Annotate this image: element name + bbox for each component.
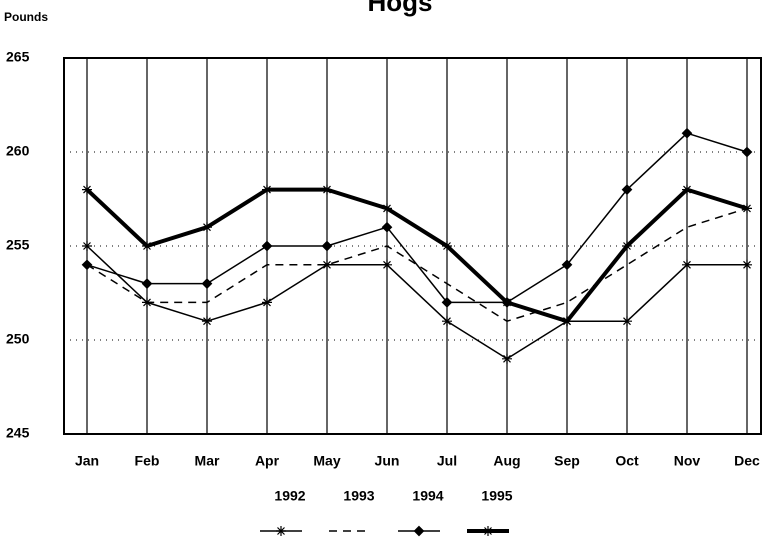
point-marker: [621, 184, 633, 195]
point-marker: [681, 127, 693, 139]
point-marker: [142, 241, 152, 251]
point-marker: [202, 222, 212, 233]
legend-label: 1994: [412, 488, 443, 504]
y-tick-label: 255: [6, 237, 30, 253]
point-marker: [141, 278, 153, 289]
point-marker: [82, 184, 92, 195]
point-marker: [502, 297, 512, 308]
point-marker: [682, 259, 692, 270]
x-tick-label: May: [313, 453, 340, 469]
x-tick-label: Dec: [734, 453, 760, 469]
point-marker: [382, 203, 392, 214]
point-marker: [442, 241, 452, 251]
point-marker: [502, 353, 512, 364]
point-marker: [441, 297, 453, 308]
point-marker: [381, 221, 393, 233]
x-tick-label: Oct: [615, 453, 639, 469]
x-tick-label: Aug: [493, 453, 520, 469]
y-axis-label: Pounds: [4, 10, 48, 24]
series-line: [86, 245, 747, 360]
y-tick-label: 260: [6, 143, 30, 159]
point-marker: [741, 146, 753, 158]
point-marker: [562, 316, 572, 327]
y-tick-label: 265: [6, 49, 30, 65]
series-line: [86, 132, 748, 304]
legend-label: 1992: [274, 488, 305, 504]
legend-marker: [276, 526, 286, 536]
legend-label: 1993: [343, 488, 374, 504]
legend-marker: [483, 526, 493, 536]
x-tick-label: Feb: [135, 453, 160, 469]
point-marker: [382, 259, 392, 270]
x-tick-label: Jan: [75, 453, 99, 469]
x-tick-label: Sep: [554, 453, 580, 469]
chart-title: Hogs: [368, 0, 433, 17]
point-marker: [622, 316, 632, 327]
point-marker: [682, 184, 692, 195]
legend-label: 1995: [481, 488, 512, 504]
point-marker: [561, 259, 573, 271]
point-marker: [261, 240, 273, 252]
point-marker: [202, 316, 212, 327]
y-tick-label: 250: [6, 331, 30, 347]
x-tick-label: Jul: [437, 453, 457, 469]
x-tick-label: Apr: [255, 453, 280, 469]
point-marker: [322, 184, 332, 195]
point-marker: [321, 240, 333, 252]
point-marker: [81, 259, 93, 271]
point-marker: [82, 241, 92, 251]
point-marker: [742, 259, 752, 270]
point-marker: [622, 241, 632, 251]
point-marker: [201, 278, 213, 289]
y-tick-label: 245: [6, 425, 30, 441]
x-tick-label: Jun: [375, 453, 400, 469]
series-line: [85, 187, 748, 324]
point-marker: [442, 316, 452, 327]
point-marker: [262, 184, 272, 195]
point-marker: [322, 259, 332, 270]
point-marker: [262, 297, 272, 308]
x-tick-label: Mar: [195, 453, 220, 469]
x-tick-label: Nov: [674, 453, 701, 469]
legend-marker: [413, 525, 425, 537]
point-marker: [742, 203, 752, 214]
